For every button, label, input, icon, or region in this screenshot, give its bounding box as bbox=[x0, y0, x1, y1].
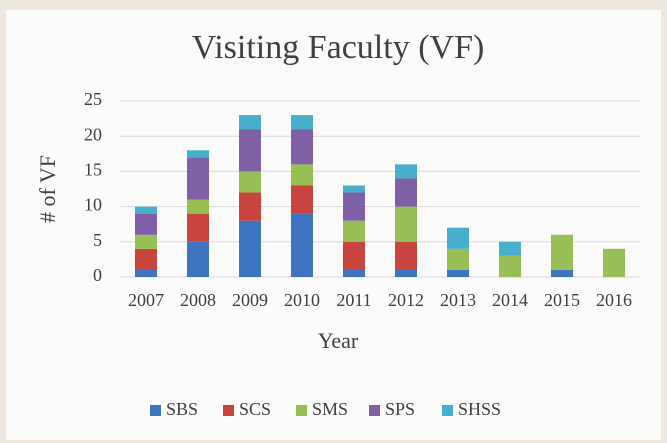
bar-segment bbox=[239, 129, 261, 172]
bar-segment bbox=[551, 234, 573, 270]
bar-segment bbox=[447, 227, 469, 249]
bar-segment bbox=[499, 255, 521, 277]
bar-segment bbox=[291, 115, 313, 130]
legend-label: SCS bbox=[239, 399, 271, 419]
bar-segment bbox=[187, 199, 209, 214]
legend-label: SMS bbox=[312, 399, 348, 419]
bar-segment bbox=[395, 241, 417, 270]
bar-segment bbox=[395, 178, 417, 207]
legend-swatch bbox=[296, 405, 307, 416]
y-axis-label: # of VF bbox=[35, 155, 60, 223]
bar-segment bbox=[343, 269, 365, 277]
bar-segment bbox=[395, 164, 417, 179]
x-tick-label: 2014 bbox=[492, 290, 528, 310]
bar-segment bbox=[343, 192, 365, 221]
y-tick-label: 5 bbox=[93, 230, 102, 250]
x-axis-label: Year bbox=[318, 328, 359, 353]
bar-segment bbox=[551, 269, 573, 277]
legend-label: SBS bbox=[166, 399, 198, 419]
bar-segment bbox=[447, 248, 469, 270]
bar-segment bbox=[603, 248, 625, 277]
bar-segment bbox=[291, 164, 313, 186]
bar-segment bbox=[135, 234, 157, 249]
bar-segment bbox=[343, 185, 365, 193]
x-tick-label: 2012 bbox=[388, 290, 424, 310]
y-tick-label: 10 bbox=[84, 195, 102, 215]
y-tick-label: 20 bbox=[84, 124, 102, 144]
bar-segment bbox=[187, 213, 209, 242]
y-tick-label: 0 bbox=[93, 265, 102, 285]
legend-swatch bbox=[442, 405, 453, 416]
x-tick-label: 2010 bbox=[284, 290, 320, 310]
x-tick-label: 2015 bbox=[544, 290, 580, 310]
bar-segment bbox=[499, 241, 521, 256]
bar-segment bbox=[395, 269, 417, 277]
bar-segment bbox=[395, 206, 417, 242]
legend-swatch bbox=[369, 405, 380, 416]
x-tick-label: 2013 bbox=[440, 290, 476, 310]
y-tick-label: 25 bbox=[84, 89, 102, 109]
bar-segment bbox=[291, 185, 313, 214]
bar-segment bbox=[447, 269, 469, 277]
bar-segment bbox=[239, 115, 261, 130]
x-tick-label: 2009 bbox=[232, 290, 268, 310]
x-tick-label: 2008 bbox=[180, 290, 216, 310]
bar-segment bbox=[187, 241, 209, 277]
bar-segment bbox=[187, 157, 209, 200]
bar-segment bbox=[135, 206, 157, 214]
legend-swatch bbox=[223, 405, 234, 416]
bar-segment bbox=[291, 213, 313, 277]
chart-background bbox=[6, 10, 661, 440]
bar-segment bbox=[135, 213, 157, 235]
bar-segment bbox=[239, 171, 261, 193]
bar-segment bbox=[239, 220, 261, 277]
legend-label: SHSS bbox=[458, 399, 501, 419]
legend-swatch bbox=[150, 405, 161, 416]
x-tick-label: 2007 bbox=[128, 290, 164, 310]
bar-segment bbox=[291, 129, 313, 165]
bar-segment bbox=[343, 220, 365, 242]
bar-segment bbox=[343, 241, 365, 270]
bar-segment bbox=[239, 192, 261, 221]
chart-title: Visiting Faculty (VF) bbox=[192, 29, 485, 66]
legend-label: SPS bbox=[385, 399, 415, 419]
x-tick-label: 2011 bbox=[336, 290, 371, 310]
bar-segment bbox=[187, 150, 209, 158]
bar-segment bbox=[135, 248, 157, 270]
bar-segment bbox=[135, 269, 157, 277]
x-tick-label: 2016 bbox=[596, 290, 632, 310]
y-tick-label: 15 bbox=[84, 160, 102, 180]
